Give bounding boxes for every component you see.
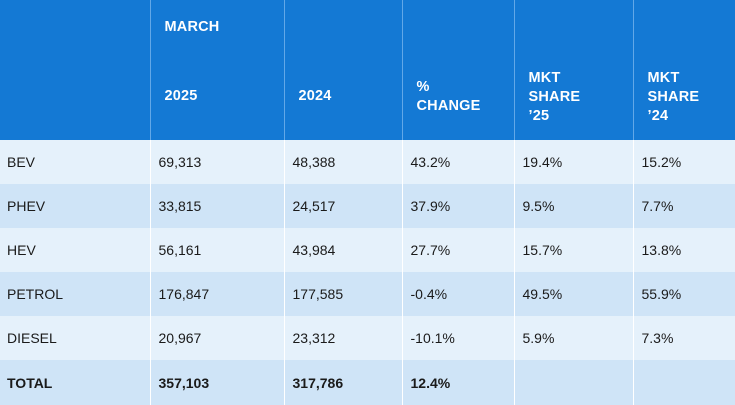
header-change: % CHANGE [402, 0, 515, 140]
header-share24-line1: MKT [647, 70, 680, 86]
cell-2024: 48,388 [284, 140, 403, 184]
cell-2025: 357,103 [150, 360, 285, 405]
header-share25-line3: ’25 [528, 108, 550, 124]
cell-type: PHEV [0, 184, 151, 228]
cell-2025: 56,161 [150, 228, 285, 272]
cell-2024: 317,786 [284, 360, 403, 405]
total-row: TOTAL 357,103 317,786 12.4% [0, 360, 735, 405]
cell-share-24: 7.7% [633, 184, 735, 228]
header-month: MARCH [164, 19, 220, 35]
cell-2024: 177,585 [284, 272, 403, 316]
cell-change: -10.1% [402, 316, 515, 360]
cell-share-24 [633, 360, 735, 405]
header-share-25: MKT SHARE ’25 [514, 0, 634, 140]
header-row: MARCH 2025 2024 % CHANGE MKT SHARE ’25 [0, 0, 735, 140]
cell-type: BEV [0, 140, 151, 184]
table-row: DIESEL 20,967 23,312 -10.1% 5.9% 7.3% [0, 316, 735, 360]
header-share24-line2: SHARE [647, 89, 700, 105]
cell-change: -0.4% [402, 272, 515, 316]
cell-share-24: 13.8% [633, 228, 735, 272]
cell-type: HEV [0, 228, 151, 272]
cell-2024: 43,984 [284, 228, 403, 272]
header-2025: MARCH 2025 [150, 0, 285, 140]
cell-share-25: 9.5% [514, 184, 634, 228]
cell-change: 27.7% [402, 228, 515, 272]
header-share-24: MKT SHARE ’24 [633, 0, 735, 140]
cell-type: PETROL [0, 272, 151, 316]
cell-change: 37.9% [402, 184, 515, 228]
cell-2025: 20,967 [150, 316, 285, 360]
cell-share-25: 19.4% [514, 140, 634, 184]
cell-2024: 24,517 [284, 184, 403, 228]
cell-share-25: 15.7% [514, 228, 634, 272]
cell-share-25 [514, 360, 634, 405]
cell-2025: 176,847 [150, 272, 285, 316]
table-row: HEV 56,161 43,984 27.7% 15.7% 13.8% [0, 228, 735, 272]
cell-type: DIESEL [0, 316, 151, 360]
cell-type: TOTAL [0, 360, 151, 405]
cell-share-24: 55.9% [633, 272, 735, 316]
cell-2025: 69,313 [150, 140, 285, 184]
header-change-line1: % [416, 79, 430, 95]
table-row: PHEV 33,815 24,517 37.9% 9.5% 7.7% [0, 184, 735, 228]
header-share24-line3: ’24 [647, 108, 669, 124]
cell-change: 12.4% [402, 360, 515, 405]
cell-2024: 23,312 [284, 316, 403, 360]
cell-share-24: 7.3% [633, 316, 735, 360]
cell-share-25: 5.9% [514, 316, 634, 360]
header-2024: 2024 [284, 0, 403, 140]
table-row: PETROL 176,847 177,585 -0.4% 49.5% 55.9% [0, 272, 735, 316]
table-row: BEV 69,313 48,388 43.2% 19.4% 15.2% [0, 140, 735, 184]
header-type [0, 0, 151, 140]
cell-change: 43.2% [402, 140, 515, 184]
header-change-line2: CHANGE [416, 98, 481, 114]
header-share25-line2: SHARE [528, 89, 581, 105]
header-2025-label: 2025 [164, 88, 198, 104]
cell-share-24: 15.2% [633, 140, 735, 184]
header-share25-line1: MKT [528, 70, 561, 86]
cell-share-25: 49.5% [514, 272, 634, 316]
cell-2025: 33,815 [150, 184, 285, 228]
header-2024-label: 2024 [298, 88, 332, 104]
